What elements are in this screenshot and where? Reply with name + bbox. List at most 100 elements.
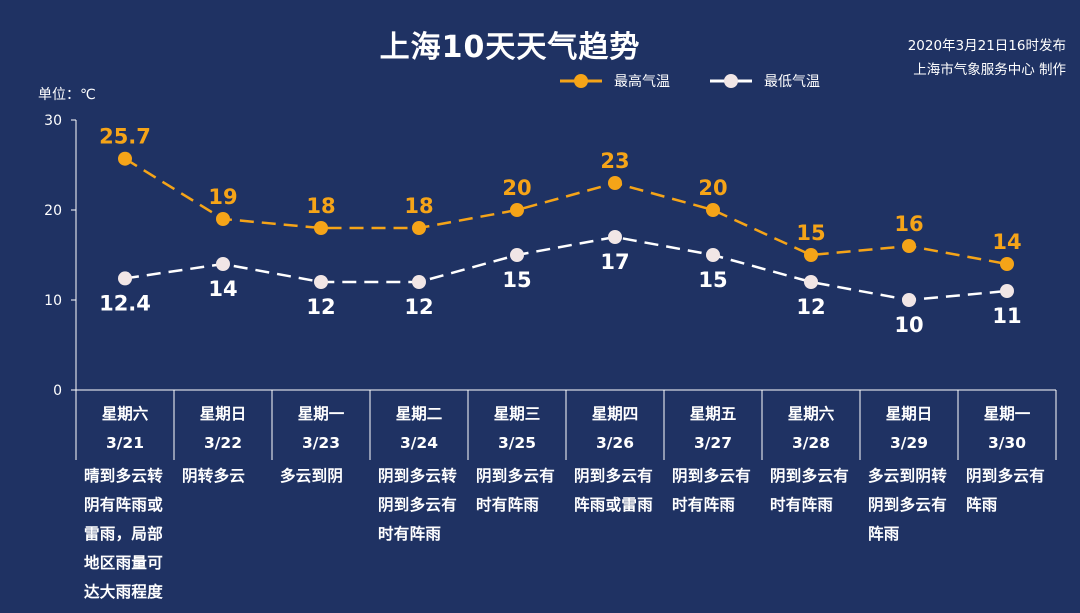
weekday-label: 星期二 <box>395 405 443 423</box>
weather-description: 阴到多云有阵雨 <box>966 467 1046 514</box>
y-tick-label: 20 <box>44 203 62 219</box>
day-header: 星期六 3/21 <box>76 392 174 462</box>
data-label-low: 12.4 <box>99 291 151 315</box>
day-header: 星期五 3/27 <box>664 392 762 462</box>
day-header: 星期四 3/26 <box>566 392 664 462</box>
data-point-high <box>314 221 328 235</box>
publish-info: 2020年3月21日16时发布 上海市气象服务中心 制作 <box>908 34 1066 82</box>
series-line-high <box>124 157 1008 266</box>
day-column: 星期六 3/28 阴到多云有时有阵雨 <box>762 392 860 520</box>
publisher: 上海市气象服务中心 制作 <box>913 62 1066 78</box>
day-column: 星期日 3/22 阴转多云 <box>174 392 272 491</box>
weather-description: 阴到多云转阴到多云有时有阵雨 <box>378 467 458 543</box>
data-label-high: 14 <box>992 230 1021 254</box>
weather-description: 阴转多云 <box>182 467 246 485</box>
data-point-high <box>706 203 720 217</box>
y-tick-label: 10 <box>44 293 62 309</box>
data-label-low: 12 <box>796 295 825 319</box>
day-header: 星期一 3/23 <box>272 392 370 462</box>
legend-item-low: 最低气温 <box>708 68 820 94</box>
date-label: 3/30 <box>987 434 1027 452</box>
day-column: 星期二 3/24 阴到多云转阴到多云有时有阵雨 <box>370 392 468 549</box>
day-column: 星期六 3/21 晴到多云转阴有阵雨或雷雨，局部地区雨量可达大雨程度 <box>76 392 174 607</box>
legend-item-high: 最高气温 <box>558 68 670 94</box>
day-column: 星期一 3/30 阴到多云有阵雨 <box>958 392 1056 520</box>
data-label-high: 20 <box>502 176 531 200</box>
data-point-high <box>1000 257 1014 271</box>
weekday-label: 星期日 <box>885 405 933 423</box>
weather-description: 阴到多云有阵雨或雷雨 <box>574 467 654 514</box>
data-label-low: 17 <box>600 250 629 274</box>
date-label: 3/28 <box>791 434 831 452</box>
date-label: 3/22 <box>203 434 243 452</box>
data-label-low: 15 <box>502 268 531 292</box>
data-label-low: 10 <box>894 313 923 337</box>
weekday-label: 星期一 <box>983 405 1031 423</box>
date-label: 3/23 <box>301 434 341 452</box>
day-column: 星期日 3/29 多云到阴转阴到多云有阵雨 <box>860 392 958 549</box>
data-label-low: 12 <box>306 295 335 319</box>
data-label-high: 19 <box>208 185 237 209</box>
series-line-low <box>124 235 1008 302</box>
data-label-high: 23 <box>600 149 629 173</box>
data-label-low: 15 <box>698 268 727 292</box>
data-point-low <box>216 257 230 271</box>
day-header: 星期日 3/29 <box>860 392 958 462</box>
weekday-label: 星期六 <box>787 405 835 423</box>
weather-description: 阴到多云有时有阵雨 <box>672 467 752 514</box>
data-point-high <box>412 221 426 235</box>
weekday-label: 星期一 <box>297 405 345 423</box>
legend-low-label: 最低气温 <box>764 74 820 90</box>
data-point-low <box>314 275 328 289</box>
date-label: 3/24 <box>399 434 439 452</box>
date-label: 3/27 <box>693 434 733 452</box>
weather-description: 多云到阴转阴到多云有阵雨 <box>868 467 948 543</box>
day-column: 星期一 3/23 多云到阴 <box>272 392 370 491</box>
day-header: 星期六 3/28 <box>762 392 860 462</box>
data-point-low <box>1000 284 1014 298</box>
weather-description: 阴到多云有时有阵雨 <box>476 467 556 514</box>
weekday-label: 星期三 <box>493 405 541 423</box>
weekday-label: 星期六 <box>101 405 149 423</box>
weather-description: 多云到阴 <box>280 467 344 485</box>
data-label-high: 18 <box>404 194 433 218</box>
data-point-high <box>510 203 524 217</box>
legend-high-label: 最高气温 <box>614 74 670 90</box>
data-point-high <box>902 239 916 253</box>
y-tick-label: 30 <box>44 113 62 129</box>
date-label: 3/21 <box>105 434 145 452</box>
data-label-high: 16 <box>894 212 923 236</box>
data-label-low: 14 <box>208 277 237 301</box>
data-point-high <box>216 212 230 226</box>
data-label-high: 18 <box>306 194 335 218</box>
day-column: 星期三 3/25 阴到多云有时有阵雨 <box>468 392 566 520</box>
data-point-low <box>902 293 916 307</box>
weather-description: 阴到多云有时有阵雨 <box>770 467 850 514</box>
data-point-high <box>118 151 132 166</box>
y-tick-label: 0 <box>53 383 62 399</box>
data-point-high <box>804 248 818 262</box>
legend-low-marker <box>710 74 752 88</box>
weekday-label: 星期日 <box>199 405 247 423</box>
publish-time: 2020年3月21日16时发布 <box>907 38 1066 54</box>
day-header: 星期三 3/25 <box>468 392 566 462</box>
data-point-low <box>608 230 622 244</box>
legend-high-marker <box>560 74 602 88</box>
data-point-low <box>804 275 818 289</box>
date-label: 3/26 <box>595 434 635 452</box>
data-point-low <box>412 275 426 289</box>
y-axis-unit: 单位：℃ <box>38 87 96 103</box>
day-column: 星期五 3/27 阴到多云有时有阵雨 <box>664 392 762 520</box>
date-label: 3/29 <box>889 434 929 452</box>
data-label-high: 20 <box>698 176 727 200</box>
weather-description: 晴到多云转阴有阵雨或雷雨，局部地区雨量可达大雨程度 <box>84 467 164 601</box>
weekday-label: 星期五 <box>689 405 737 423</box>
chart-title: 上海10天天气趋势 <box>379 30 641 65</box>
day-header: 星期二 3/24 <box>370 392 468 462</box>
weekday-label: 星期四 <box>591 405 639 423</box>
data-point-low <box>510 248 524 262</box>
date-label: 3/25 <box>497 434 537 452</box>
day-header: 星期日 3/22 <box>174 392 272 462</box>
day-column: 星期四 3/26 阴到多云有阵雨或雷雨 <box>566 392 664 520</box>
